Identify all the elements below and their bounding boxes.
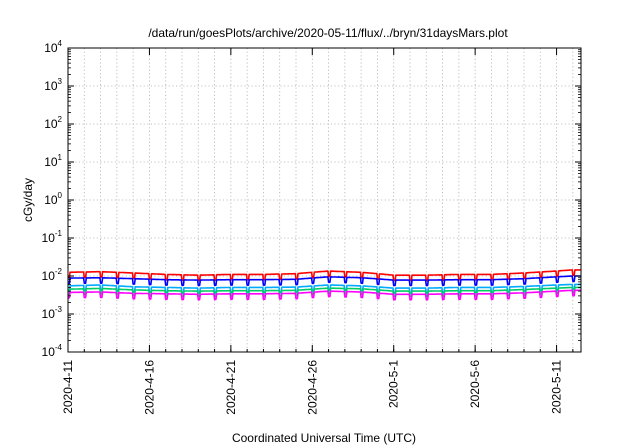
y-tick-label: 10-2 [42, 267, 63, 283]
chart-title: /data/run/goesPlots/archive/2020-05-11/f… [148, 26, 508, 40]
y-tick-label: 102 [44, 115, 62, 131]
x-tick-label: 2020-5-11 [550, 360, 564, 414]
y-axis-label: cGy/day [21, 178, 35, 222]
y-tick-label: 101 [44, 153, 62, 169]
x-tick-label: 2020-4-11 [61, 360, 75, 414]
series-line [67, 269, 582, 282]
series-line [67, 275, 582, 287]
axis-ticks [67, 47, 581, 353]
x-tick-label: 2020-4-21 [224, 360, 238, 415]
y-tick-label: 10-3 [42, 305, 63, 321]
x-axis-label: Coordinated Universal Time (UTC) [232, 431, 416, 445]
y-tick-label: 103 [44, 77, 62, 93]
y-tick-label: 104 [44, 39, 62, 55]
y-tick-label: 10-1 [42, 229, 63, 245]
series-line [67, 283, 582, 295]
series-line [67, 289, 582, 301]
x-tick-label: 2020-4-26 [305, 360, 319, 415]
y-tick-label: 100 [44, 191, 62, 207]
x-tick-labels: 2020-4-11 2020-4-16 2020-4-21 2020-4-26 2020… [61, 360, 564, 415]
grid-lines [68, 48, 581, 352]
x-tick-label: 2020-5-6 [468, 360, 482, 408]
x-tick-label: 2020-4-16 [142, 360, 156, 415]
x-tick-label: 2020-5-1 [387, 360, 401, 408]
y-tick-label: 10-4 [42, 343, 63, 359]
y-tick-labels: 10-4 10-3 10-2 10-1 100 101 102 103 104 [42, 39, 63, 359]
series-lines [67, 269, 582, 301]
series-line [67, 286, 582, 298]
